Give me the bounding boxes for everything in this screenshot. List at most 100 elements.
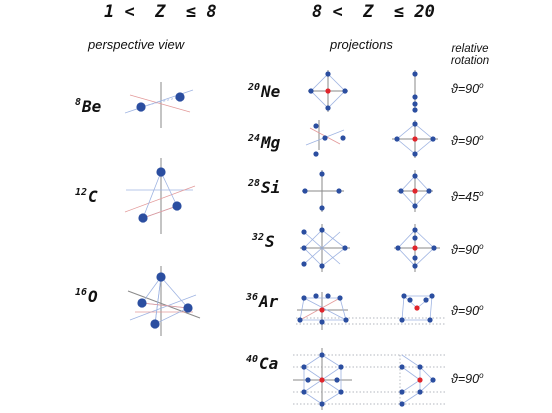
perspective-view-label: perspective view xyxy=(88,37,185,52)
rotation-angle-s32: ϑ=90o xyxy=(451,242,484,257)
alpha-particle xyxy=(308,88,314,94)
rotation-angle-ar36: ϑ=90o xyxy=(451,303,484,318)
alpha-particle xyxy=(297,317,303,323)
alpha-particle xyxy=(423,297,429,303)
center-point xyxy=(412,188,418,194)
ar36-projection-2 xyxy=(399,293,435,323)
alpha-particle xyxy=(429,293,435,299)
center-point xyxy=(412,245,418,251)
rotation-angle-ne20: ϑ=90o xyxy=(451,81,484,96)
alpha-particle xyxy=(183,303,193,313)
center-point xyxy=(417,377,423,383)
relative-rotation-label: relative rotation xyxy=(446,43,494,67)
alpha-particle xyxy=(342,88,348,94)
o16-perspective-diagram xyxy=(127,266,201,336)
alpha-particle xyxy=(412,107,418,113)
alpha-particle xyxy=(325,71,331,77)
center-point xyxy=(319,377,325,383)
alpha-particle xyxy=(412,101,418,107)
projections-label: projections xyxy=(330,37,393,52)
alpha-particle xyxy=(399,364,405,370)
alpha-particle xyxy=(401,293,407,299)
alpha-particle xyxy=(319,205,325,211)
alpha-particle xyxy=(137,298,147,308)
nucleus-label-si28: 28Si xyxy=(248,178,281,197)
alpha-particle xyxy=(412,121,418,127)
s32-projection-2 xyxy=(394,224,440,272)
alpha-particle xyxy=(138,213,148,223)
alpha-particle xyxy=(412,151,418,157)
alpha-particle xyxy=(412,255,418,261)
alpha-particle xyxy=(313,123,319,129)
mg24-projection-2 xyxy=(392,120,438,158)
si28-projection-1 xyxy=(302,170,344,212)
alpha-particle xyxy=(338,389,344,395)
alpha-particle xyxy=(338,364,344,370)
alpha-particle xyxy=(325,105,331,111)
alpha-particle xyxy=(322,135,328,141)
nucleus-label-ca40: 40Ca xyxy=(246,354,279,373)
ca40-projection-1 xyxy=(293,348,445,410)
ne20-projection-2 xyxy=(412,70,418,113)
rotation-angle-si28: ϑ=45o xyxy=(451,189,484,204)
ne20-projection-1 xyxy=(308,70,348,112)
alpha-particle xyxy=(340,135,346,141)
rotation-angle-ca40: ϑ=90o xyxy=(451,371,484,386)
nucleus-label-ar36: 36Ar xyxy=(246,292,279,311)
nucleus-label-ne20: 20Ne xyxy=(248,82,281,101)
alpha-particle xyxy=(301,389,307,395)
alpha-particle xyxy=(302,188,308,194)
alpha-particle xyxy=(337,295,343,301)
alpha-particle xyxy=(407,297,413,303)
c12-perspective-diagram xyxy=(124,158,196,234)
alpha-particle xyxy=(342,245,348,251)
si28-projection-2 xyxy=(397,170,433,212)
header-high-z-range: 8 < Z ≤ 20 xyxy=(312,2,435,22)
alpha-particle xyxy=(417,389,423,395)
alpha-particle xyxy=(426,188,432,194)
center-point xyxy=(414,305,420,311)
alpha-particle xyxy=(319,263,325,269)
alpha-particle xyxy=(431,245,437,251)
alpha-particle xyxy=(156,272,166,282)
nucleus-label-mg24: 24Mg xyxy=(248,133,281,152)
alpha-particle xyxy=(412,235,418,241)
alpha-particle xyxy=(301,245,307,251)
alpha-particle xyxy=(325,293,331,299)
alpha-particle xyxy=(319,401,325,407)
relative-rotation-line2: rotation xyxy=(450,55,490,67)
alpha-particle xyxy=(334,377,340,383)
alpha-particle xyxy=(412,263,418,269)
alpha-particle xyxy=(394,136,400,142)
alpha-particle xyxy=(301,261,307,267)
alpha-particle xyxy=(175,92,185,102)
alpha-particle xyxy=(395,245,401,251)
relative-rotation-line1: relative xyxy=(451,43,489,55)
center-point xyxy=(325,88,331,94)
alpha-particle xyxy=(301,295,307,301)
alpha-particle xyxy=(172,201,182,211)
alpha-particle xyxy=(417,364,423,370)
center-point xyxy=(412,136,418,142)
alpha-particle xyxy=(412,71,418,77)
alpha-particle xyxy=(301,364,307,370)
alpha-particle xyxy=(136,102,146,112)
alpha-particle xyxy=(319,227,325,233)
alpha-particle xyxy=(319,171,325,177)
alpha-particle xyxy=(150,319,160,329)
nucleus-label-s32: 32S xyxy=(252,232,275,251)
alpha-particle xyxy=(399,389,405,395)
alpha-particle xyxy=(313,293,319,299)
nucleus-label-o16: 16O xyxy=(75,287,98,306)
alpha-particle xyxy=(412,173,418,179)
nucleus-label-be8: 8Be xyxy=(75,97,102,116)
alpha-particle xyxy=(427,317,433,323)
alpha-particle xyxy=(430,136,436,142)
alpha-particle xyxy=(412,203,418,209)
alpha-particle xyxy=(305,377,311,383)
alpha-particle xyxy=(412,94,418,100)
be8-perspective-diagram xyxy=(124,82,194,128)
ca40-projection-2 xyxy=(399,354,436,407)
alpha-particle xyxy=(398,188,404,194)
